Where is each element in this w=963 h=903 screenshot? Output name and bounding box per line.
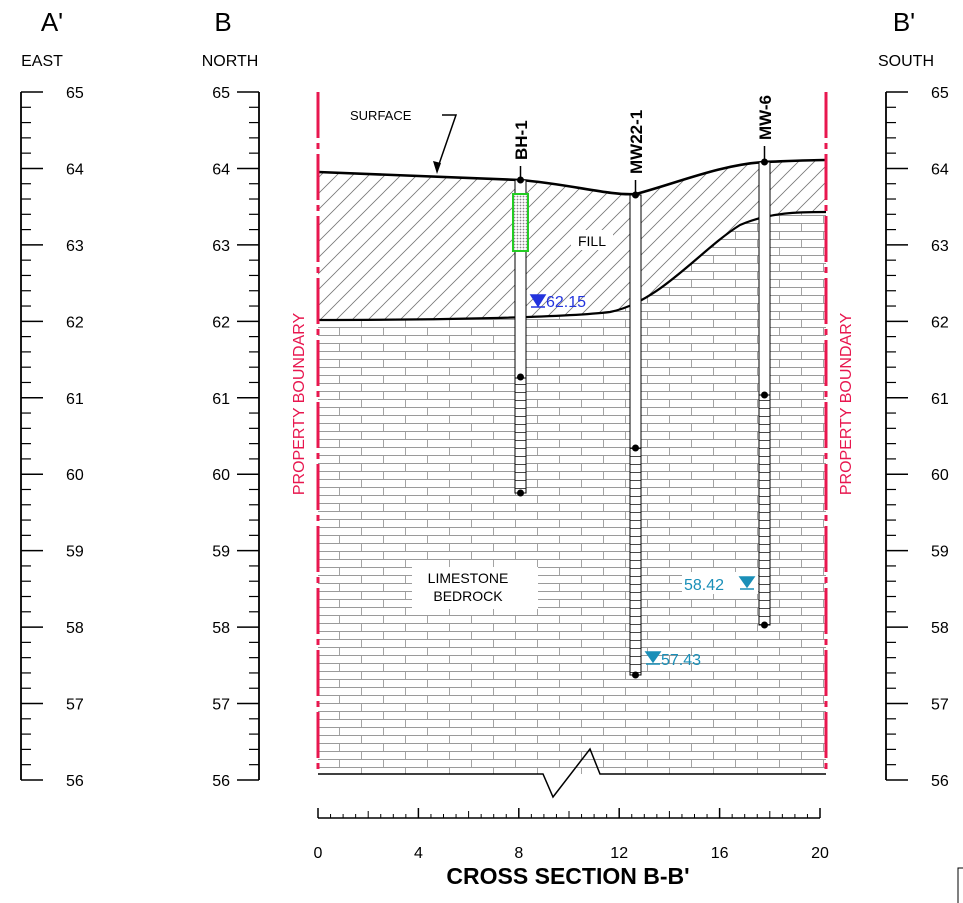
water-level-icon [529, 294, 547, 308]
screen-top-marker [517, 373, 524, 381]
water-level-label-mw22-1: 57.43 [661, 652, 701, 669]
scale-tick-label: 61 [66, 391, 84, 408]
property-boundary-label-left: PROPERTY BOUNDARY [291, 313, 308, 496]
header-north: NORTH [202, 53, 259, 70]
scale-tick-label: 64 [66, 161, 84, 178]
scale-tick-label: 61 [931, 391, 949, 408]
fill-label: FILL [578, 233, 606, 249]
scale-tick-label: 62 [212, 314, 230, 331]
water-level-label-bh-1: 62.15 [546, 294, 586, 311]
scale-bar-label: 4 [414, 845, 423, 862]
scale-bar-label: 8 [514, 845, 523, 862]
scale-tick-label: 64 [212, 161, 230, 178]
well-bottom-marker [517, 489, 524, 497]
scale-bar-label: 0 [314, 845, 323, 862]
scale-tick-label: 60 [931, 467, 949, 484]
limestone-label-bg [412, 567, 538, 609]
scale-tick-label: 65 [66, 85, 84, 102]
water-level-label-mw-6: 58.42 [684, 577, 724, 594]
scale-tick-label: 59 [212, 544, 230, 561]
figure-title: CROSS SECTION B-B' [446, 863, 689, 889]
scale-tick-label: 58 [212, 620, 230, 637]
scale-bar-label: 20 [811, 845, 829, 862]
well-bottom-marker [632, 671, 639, 679]
water-level-label-bg [682, 572, 758, 594]
property-boundary-label-right: PROPERTY BOUNDARY [838, 313, 855, 496]
well-bh-1: BH-1 62.15 [512, 120, 586, 497]
scale-tick-label: 56 [931, 773, 949, 790]
well-screen [514, 377, 527, 494]
scale-tick-label: 57 [931, 697, 949, 714]
scale-tick-label: 63 [212, 238, 230, 255]
well-screen [758, 394, 771, 626]
scale-tick-label: 63 [931, 238, 949, 255]
water-level-icon [644, 651, 662, 665]
scale-tick-label: 59 [66, 544, 84, 561]
well-bottom-marker [761, 621, 768, 629]
header-east: EAST [21, 53, 63, 70]
scale-tick-label: 57 [66, 697, 84, 714]
scale-bar-label: 16 [711, 845, 729, 862]
scale-tick-label: 65 [931, 85, 949, 102]
scale-tick-label: 62 [66, 314, 84, 331]
well-label-bh-1: BH-1 [512, 120, 531, 160]
sample-interval-box [512, 193, 529, 252]
header-b: B [214, 7, 231, 37]
scale-tick-label: 60 [212, 467, 230, 484]
scale-bar-label: 12 [610, 845, 628, 862]
scale-tick-label: 63 [66, 238, 84, 255]
fill-label-bg [571, 230, 613, 250]
header-b-prime: B' [893, 7, 915, 37]
surface-arrowhead [433, 161, 441, 174]
scale-tick-label: 58 [931, 620, 949, 637]
well-casing [758, 161, 771, 396]
scale-tick-label: 64 [931, 161, 949, 178]
scale-tick-label: 59 [931, 544, 949, 561]
scale-tick-label: 65 [212, 85, 230, 102]
elevation-scale-right: 65 64 63 62 61 60 59 58 57 56 [885, 85, 949, 790]
scale-tick-label: 58 [66, 620, 84, 637]
well-label-mw22-1: MW22-1 [627, 110, 646, 174]
section-base-line [318, 747, 826, 799]
screen-top-marker [761, 391, 768, 399]
header-a-prime: A' [41, 7, 63, 37]
surface-leader-arrow [436, 114, 458, 171]
scale-tick-label: 56 [212, 773, 230, 790]
frame-corner [957, 867, 963, 903]
elevation-scale-middle: 65 64 63 62 61 60 59 58 57 56 [212, 85, 260, 790]
surface-label: SURFACE [350, 108, 412, 123]
screen-top-marker [632, 444, 639, 452]
scale-tick-label: 56 [66, 773, 84, 790]
scale-tick-label: 62 [931, 314, 949, 331]
well-screen [629, 447, 642, 676]
limestone-label-line2: BEDROCK [433, 588, 503, 604]
limestone-label-line1: LIMESTONE [428, 570, 509, 586]
well-mw22-1: MW22-1 57.43 [627, 110, 701, 679]
well-mw-6: MW-6 58.42 [682, 95, 775, 629]
water-level-icon [738, 576, 756, 590]
well-casing [629, 194, 642, 449]
limestone-bedrock-zone [318, 212, 826, 774]
scale-tick-label: 57 [212, 697, 230, 714]
well-label-mw-6: MW-6 [756, 95, 775, 140]
header-south: SOUTH [878, 53, 934, 70]
scale-tick-label: 61 [212, 391, 230, 408]
scale-tick-label: 60 [66, 467, 84, 484]
horizontal-scale-bar: 0 4 8 12 16 20 [314, 808, 829, 862]
elevation-scale-left: 65 64 63 62 61 60 59 58 57 56 [20, 85, 84, 790]
